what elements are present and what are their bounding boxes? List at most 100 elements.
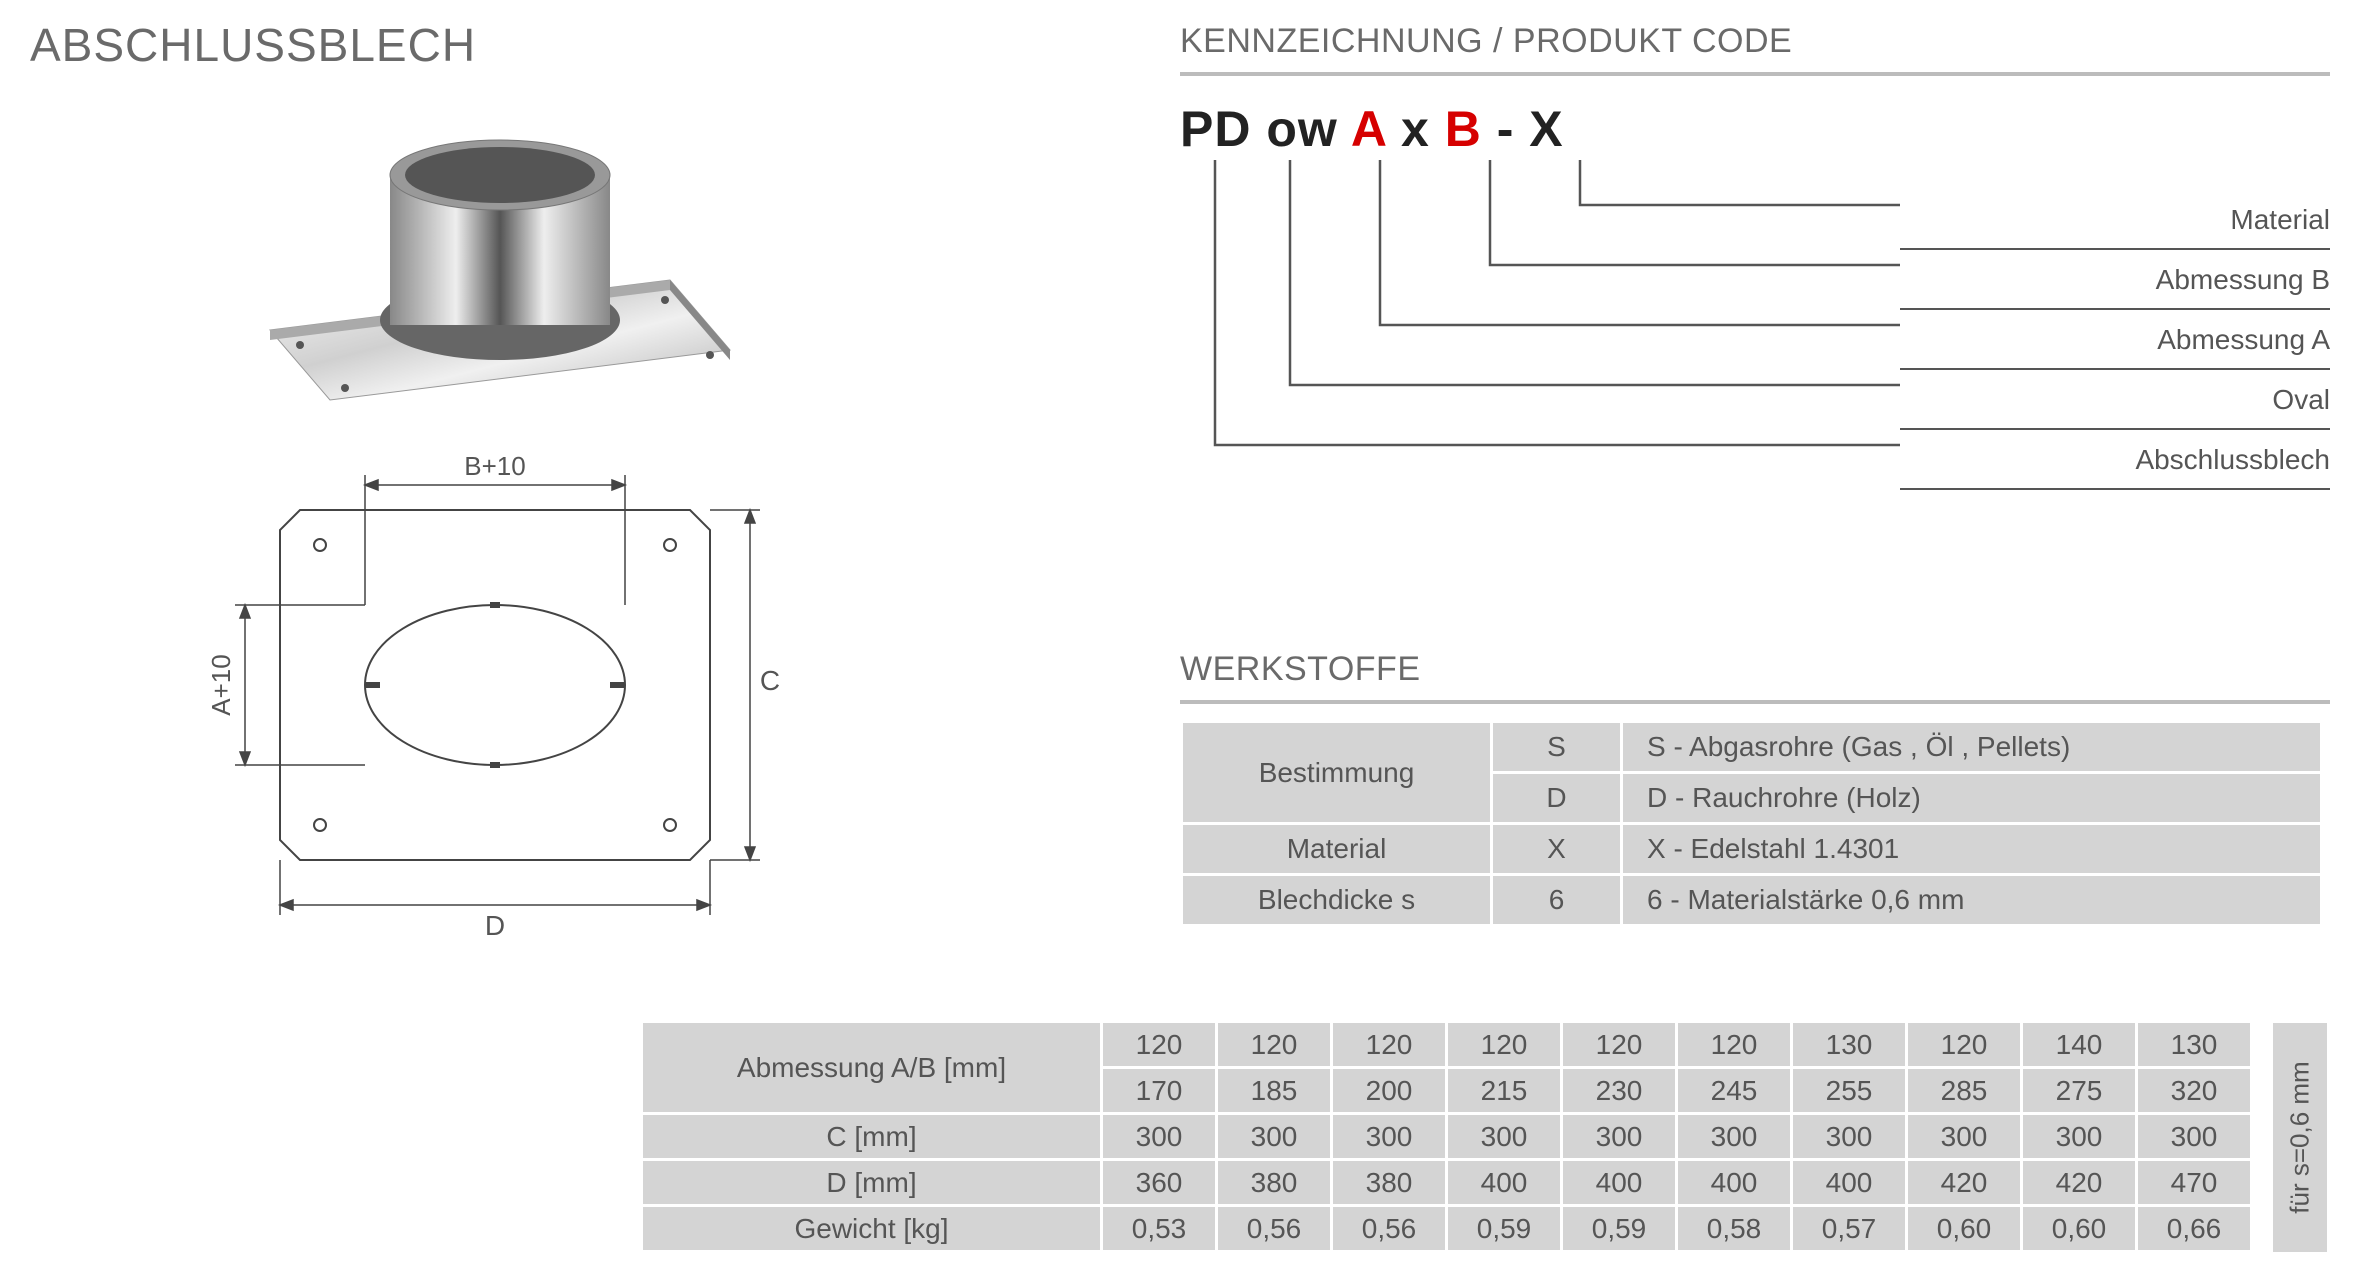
code-label-material: Material [1900, 190, 2330, 250]
dim-c: C [760, 665, 780, 696]
code-label-abmessung-a: Abmessung A [1900, 310, 2330, 370]
werk-code: 6 [1492, 875, 1622, 926]
table-row: Material X X - Edelstahl 1.4301 [1182, 824, 2322, 875]
dim-val: 0,53 [1102, 1206, 1217, 1252]
dim-val: 0,57 [1792, 1206, 1907, 1252]
dim-val: 300 [1907, 1114, 2022, 1160]
dim-val: 420 [2022, 1160, 2137, 1206]
code-ow: ow [1266, 101, 1350, 157]
table-row: Bestimmung S S - Abgasrohre (Gas , Öl , … [1182, 722, 2322, 773]
dim-val: 120 [1447, 1022, 1562, 1068]
dim-label-d: D [mm] [642, 1160, 1102, 1206]
dim-val: 400 [1677, 1160, 1792, 1206]
dim-val: 0,56 [1332, 1206, 1447, 1252]
werk-label-bestimmung: Bestimmung [1182, 722, 1492, 824]
dim-val: 470 [2137, 1160, 2252, 1206]
werk-desc: X - Edelstahl 1.4301 [1622, 824, 2322, 875]
dim-val: 300 [1447, 1114, 1562, 1160]
dim-label-c: C [mm] [642, 1114, 1102, 1160]
table-row: Abmessung A/B [mm] 120 120 120 120 120 1… [642, 1022, 2252, 1068]
dim-val: 300 [1677, 1114, 1792, 1160]
code-pd: PD [1180, 101, 1266, 157]
table-row: D [mm] 360 380 380 400 400 400 400 420 4… [642, 1160, 2252, 1206]
dim-val: 300 [1217, 1114, 1332, 1160]
product-code-header: KENNZEICHNUNG / PRODUKT CODE [1180, 22, 1792, 61]
code-underline [1180, 72, 2330, 76]
dim-val: 300 [2137, 1114, 2252, 1160]
werkstoffe-table: Bestimmung S S - Abgasrohre (Gas , Öl , … [1180, 720, 2323, 927]
werk-desc: S - Abgasrohre (Gas , Öl , Pellets) [1622, 722, 2322, 773]
dim-val: 255 [1792, 1068, 1907, 1114]
code-x: x [1386, 101, 1445, 157]
dim-val: 120 [1102, 1022, 1217, 1068]
code-xx: X [1529, 101, 1563, 157]
dim-val: 120 [1332, 1022, 1447, 1068]
werk-code: D [1492, 773, 1622, 824]
dim-d: D [485, 910, 505, 941]
werkstoffe-header: WERKSTOFFE [1180, 650, 1421, 689]
dim-label-weight: Gewicht [kg] [642, 1206, 1102, 1252]
werk-desc: 6 - Materialstärke 0,6 mm [1622, 875, 2322, 926]
dim-val: 200 [1332, 1068, 1447, 1114]
dim-val: 400 [1792, 1160, 1907, 1206]
code-label-abmessung-b: Abmessung B [1900, 250, 2330, 310]
product-code-formula: PD ow A x B - X [1180, 100, 1564, 158]
dim-val: 360 [1102, 1160, 1217, 1206]
werk-label-material: Material [1182, 824, 1492, 875]
dim-val: 0,56 [1217, 1206, 1332, 1252]
dim-a10: A+10 [210, 654, 236, 715]
werk-desc: D - Rauchrohre (Holz) [1622, 773, 2322, 824]
werk-label-blechdicke: Blechdicke s [1182, 875, 1492, 926]
dim-val: 120 [1907, 1022, 2022, 1068]
dim-val: 0,60 [2022, 1206, 2137, 1252]
technical-drawing: B+10 A+10 C D [210, 450, 780, 950]
code-dash: - [1482, 101, 1529, 157]
dim-val: 380 [1332, 1160, 1447, 1206]
werk-code: S [1492, 722, 1622, 773]
dim-val: 300 [1332, 1114, 1447, 1160]
dim-val: 275 [2022, 1068, 2137, 1114]
dim-val: 140 [2022, 1022, 2137, 1068]
side-note-text: für s=0,6 mm [2285, 1061, 2316, 1213]
dim-val: 0,59 [1447, 1206, 1562, 1252]
dim-b10: B+10 [464, 451, 525, 481]
dim-val: 320 [2137, 1068, 2252, 1114]
code-label-abschlussblech: Abschlussblech [1900, 430, 2330, 490]
dim-val: 130 [1792, 1022, 1907, 1068]
dim-val: 215 [1447, 1068, 1562, 1114]
product-image [250, 130, 750, 410]
werkstoffe-underline [1180, 700, 2330, 704]
dim-val: 300 [1792, 1114, 1907, 1160]
table-row: Blechdicke s 6 6 - Materialstärke 0,6 mm [1182, 875, 2322, 926]
dim-val: 120 [1562, 1022, 1677, 1068]
dim-val: 300 [2022, 1114, 2137, 1160]
dim-val: 300 [1562, 1114, 1677, 1160]
dim-val: 300 [1102, 1114, 1217, 1160]
code-a: A [1351, 101, 1386, 157]
dim-val: 120 [1217, 1022, 1332, 1068]
code-b: B [1445, 101, 1482, 157]
dim-val: 120 [1677, 1022, 1792, 1068]
dim-val: 170 [1102, 1068, 1217, 1114]
dim-val: 420 [1907, 1160, 2022, 1206]
table-row: Gewicht [kg] 0,53 0,56 0,56 0,59 0,59 0,… [642, 1206, 2252, 1252]
code-bracket-diagram [1185, 160, 1900, 480]
dim-val: 0,66 [2137, 1206, 2252, 1252]
dim-val: 380 [1217, 1160, 1332, 1206]
dim-val: 285 [1907, 1068, 2022, 1114]
side-note: für s=0,6 mm [2270, 1020, 2330, 1255]
dim-val: 0,60 [1907, 1206, 2022, 1252]
werk-code: X [1492, 824, 1622, 875]
dim-val: 130 [2137, 1022, 2252, 1068]
dim-val: 400 [1562, 1160, 1677, 1206]
dim-val: 0,58 [1677, 1206, 1792, 1252]
page-title: ABSCHLUSSBLECH [30, 18, 476, 72]
dimensions-table: Abmessung A/B [mm] 120 120 120 120 120 1… [640, 1020, 2253, 1253]
dim-val: 0,59 [1562, 1206, 1677, 1252]
table-row: C [mm] 300 300 300 300 300 300 300 300 3… [642, 1114, 2252, 1160]
code-label-oval: Oval [1900, 370, 2330, 430]
dim-val: 230 [1562, 1068, 1677, 1114]
dim-val: 185 [1217, 1068, 1332, 1114]
dim-val: 400 [1447, 1160, 1562, 1206]
dim-label-ab: Abmessung A/B [mm] [642, 1022, 1102, 1114]
